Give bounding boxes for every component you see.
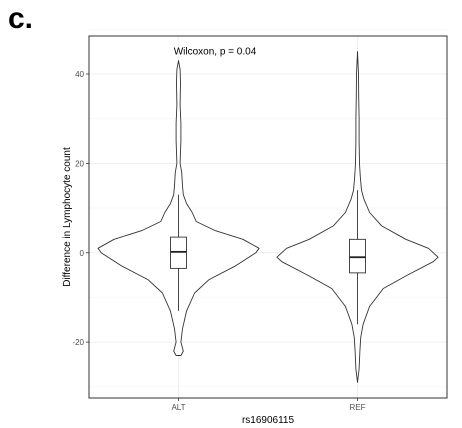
x-axis-ticks: ALT REF [171,398,366,412]
y-tick-label: 0 [80,249,85,258]
y-axis-ticks: -20 0 20 40 [72,70,89,347]
boxplots [170,190,366,325]
y-tick-label: 20 [75,159,84,168]
y-tick-label: 40 [75,70,84,79]
x-tick-label: REF [350,403,366,412]
plot-background [89,36,447,398]
annotation-text: Wilcoxon, p = 0.04 [174,47,257,58]
box-ref [349,238,366,274]
y-tick-label: -20 [72,338,84,347]
panel-label: c. [8,2,34,35]
x-tick-label: ALT [171,403,185,412]
plot-border [88,35,448,399]
x-axis-title: rs16906115 [242,415,295,426]
y-axis-title: Difference in Lymphocyte count [62,147,73,287]
